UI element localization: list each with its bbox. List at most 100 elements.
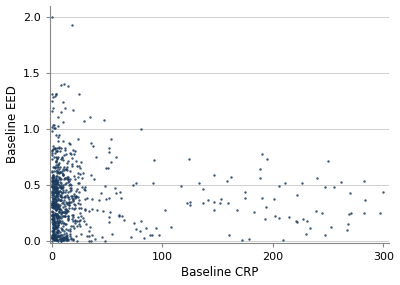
Point (76, 180, 82, 185)
Point (49, 216, 56, 221)
Point (64, 193, 70, 197)
Point (79, 215, 86, 220)
Point (49, 188, 55, 193)
Point (153, 226, 160, 231)
Point (68, 236, 75, 241)
Point (73, 194, 79, 198)
Point (51, 237, 58, 242)
Point (51, 213, 57, 218)
Point (55, 192, 62, 196)
Point (50, 229, 57, 233)
Point (68, 186, 74, 191)
Point (67, 234, 73, 239)
Point (95, 198, 102, 203)
Point (53, 237, 59, 241)
Point (70, 224, 76, 229)
Point (50, 179, 56, 183)
Point (53, 160, 59, 164)
Point (118, 196, 124, 201)
Point (53, 237, 59, 242)
Point (50, 202, 56, 207)
Point (91, 177, 98, 181)
Point (72, 206, 78, 210)
Point (187, 200, 193, 204)
Point (50, 173, 56, 177)
Point (49, 156, 55, 161)
Point (64, 233, 71, 238)
Point (64, 194, 71, 199)
Point (120, 217, 127, 222)
Point (50, 204, 56, 209)
Point (58, 83, 64, 88)
Point (49, 204, 56, 209)
Point (51, 188, 58, 193)
Point (51, 202, 58, 207)
Point (60, 210, 66, 215)
Point (92, 237, 98, 241)
Point (54, 156, 60, 160)
Point (77, 201, 83, 206)
Point (50, 144, 56, 149)
Point (50, 126, 57, 131)
Point (50, 225, 56, 229)
Point (53, 190, 59, 194)
Point (322, 185, 328, 189)
Point (54, 174, 60, 178)
Point (51, 226, 58, 231)
Point (57, 176, 64, 181)
Point (63, 226, 69, 231)
Point (62, 210, 69, 214)
Point (63, 200, 69, 205)
Point (64, 202, 70, 207)
Point (69, 213, 76, 217)
Point (52, 185, 58, 189)
Point (66, 183, 72, 187)
Point (294, 193, 300, 198)
Point (50, 223, 56, 228)
Point (54, 212, 60, 216)
Point (52, 184, 58, 189)
Point (57, 194, 63, 198)
Point (48, 192, 55, 197)
Point (48, 201, 55, 205)
Point (51, 203, 58, 208)
Point (64, 174, 70, 179)
Point (70, 238, 76, 242)
Point (100, 209, 106, 213)
Point (70, 198, 76, 202)
Point (54, 165, 60, 170)
Point (338, 180, 344, 184)
Point (79, 175, 86, 180)
Point (76, 91, 82, 96)
Point (119, 214, 125, 218)
Point (49, 179, 55, 184)
Point (56, 237, 63, 242)
Point (52, 238, 58, 243)
Point (83, 221, 89, 226)
Point (50, 233, 56, 237)
Point (51, 200, 57, 204)
Point (54, 170, 61, 175)
Point (376, 210, 383, 215)
Point (116, 213, 122, 218)
Point (72, 177, 78, 182)
Point (52, 195, 58, 200)
Point (62, 211, 69, 216)
Point (73, 159, 80, 163)
Point (50, 221, 56, 226)
Point (62, 194, 68, 198)
Point (70, 202, 77, 206)
Point (108, 159, 114, 164)
Point (54, 227, 60, 232)
Point (50, 174, 56, 179)
Point (54, 202, 61, 207)
Point (71, 192, 78, 197)
Point (50, 203, 56, 207)
Point (113, 155, 120, 159)
Point (54, 189, 61, 194)
Point (68, 152, 74, 156)
Point (54, 192, 60, 197)
Point (53, 133, 59, 137)
Point (60, 188, 66, 192)
Point (54, 194, 60, 199)
